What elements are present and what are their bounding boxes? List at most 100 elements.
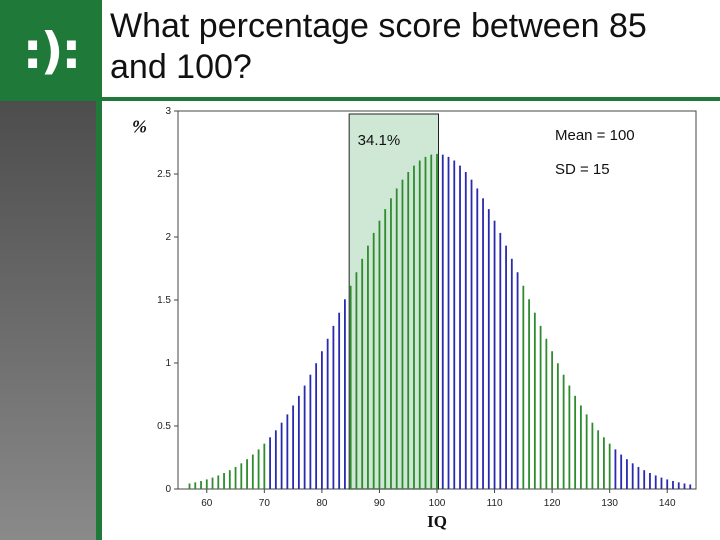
bar-iq-62: [217, 475, 220, 489]
bar-iq-97: [418, 160, 421, 489]
bar-iq-130: [608, 443, 611, 489]
bar-iq-111: [499, 232, 502, 489]
bar-iq-96: [413, 165, 415, 489]
bar-iq-68: [251, 454, 254, 489]
bar-iq-86: [355, 272, 358, 489]
bar-iq-103: [453, 160, 456, 489]
bar-iq-66: [240, 463, 243, 489]
bar-iq-93: [395, 188, 398, 489]
logo: :):: [22, 21, 82, 80]
bar-iq-85: [349, 285, 352, 489]
iq-distribution-chart: 60 70 80 90 100 110 120 130 140 0 0.5 1 1.5 2 2.5 3 34…: [132, 106, 697, 531]
bar-iq-129: [603, 437, 605, 489]
bar-iq-113: [510, 258, 513, 489]
title-band: [102, 0, 720, 99]
y-axis-title: %: [132, 116, 147, 136]
bar-iq-57: [188, 483, 191, 489]
bar-iq-134: [631, 463, 634, 489]
x-tick-label: 70: [259, 498, 271, 509]
bar-iq-135: [637, 466, 640, 489]
bar-iq-61: [211, 477, 214, 489]
bar-iq-121: [556, 363, 559, 489]
bar-iq-87: [361, 258, 364, 489]
bar-iq-143: [683, 483, 686, 489]
bar-iq-80: [320, 351, 323, 489]
bar-iq-132: [620, 454, 623, 489]
bar-iq-59: [200, 481, 202, 489]
x-tick-label: 100: [429, 498, 446, 509]
bar-iq-144: [689, 484, 692, 489]
bar-iq-74: [286, 414, 289, 489]
sd-annotation: SD = 15: [555, 161, 610, 178]
mean-annotation: Mean = 100: [555, 127, 635, 144]
bar-iq-83: [338, 312, 341, 489]
bar-iq-139: [660, 477, 663, 489]
bar-iq-122: [562, 374, 565, 489]
bar-iq-140: [666, 479, 669, 489]
bar-iq-102: [447, 156, 450, 489]
bar-iq-70: [263, 443, 266, 489]
bar-iq-141: [672, 481, 674, 489]
y-tick-label: 2.5: [157, 169, 171, 180]
bar-iq-78: [309, 374, 312, 489]
bar-iq-117: [533, 312, 536, 489]
sidebar-top-band: [0, 0, 102, 101]
bar-iq-67: [246, 459, 248, 489]
bar-iq-126: [585, 414, 588, 489]
bar-iq-98: [424, 156, 427, 489]
y-axis-ticks: 0 0.5 1 1.5 2 2.5 3: [157, 106, 178, 495]
bar-iq-88: [367, 245, 369, 489]
bar-iq-120: [551, 351, 554, 489]
bar-iq-131: [614, 449, 617, 489]
bar-iq-95: [407, 171, 410, 489]
bar-iq-76: [297, 395, 300, 489]
y-tick-label: 0: [165, 484, 171, 495]
bar-iq-75: [292, 405, 295, 489]
y-tick-label: 3: [165, 106, 171, 117]
bar-iq-100: [436, 153, 438, 489]
x-axis-ticks: 60 70 80 90 100 110 120 130 140: [201, 489, 676, 509]
bar-series: [188, 153, 692, 489]
bar-iq-84: [344, 299, 346, 489]
x-tick-label: 140: [659, 498, 676, 509]
bar-iq-69: [257, 449, 260, 489]
highlight-region: [348, 113, 440, 490]
bar-iq-109: [487, 209, 490, 489]
bar-iq-91: [384, 209, 387, 489]
bar-iq-63: [223, 473, 225, 489]
y-tick-label: 1: [165, 358, 171, 369]
bar-iq-65: [234, 466, 237, 489]
bar-iq-124: [574, 395, 577, 489]
bar-iq-71: [269, 437, 271, 489]
slide-title: What percentage score between 85 and 100…: [110, 7, 647, 86]
sidebar-gradient-panel: [0, 101, 96, 540]
bar-iq-105: [464, 171, 467, 489]
x-tick-label: 120: [544, 498, 561, 509]
bar-iq-99: [430, 154, 433, 489]
bar-iq-142: [677, 482, 680, 489]
bar-iq-106: [470, 179, 473, 489]
bar-iq-58: [194, 482, 197, 489]
bar-iq-116: [528, 299, 530, 489]
bar-iq-127: [591, 422, 594, 489]
highlight-label: 34.1%: [358, 132, 401, 149]
bar-iq-112: [505, 245, 507, 489]
bar-iq-138: [654, 475, 657, 489]
bar-iq-114: [516, 272, 519, 489]
bar-iq-110: [493, 220, 496, 489]
bar-iq-128: [597, 430, 600, 489]
bar-iq-123: [568, 385, 571, 489]
y-tick-label: 1.5: [157, 295, 171, 306]
bar-iq-119: [545, 338, 548, 489]
bar-iq-137: [649, 473, 651, 489]
bar-iq-101: [441, 154, 444, 489]
bar-iq-136: [643, 470, 646, 489]
bar-iq-72: [274, 430, 277, 489]
bar-iq-92: [390, 198, 392, 489]
bar-iq-104: [459, 165, 461, 489]
bar-iq-115: [522, 285, 525, 489]
y-tick-label: 2: [165, 232, 171, 243]
bar-iq-73: [280, 422, 283, 489]
x-axis-title: IQ: [427, 512, 447, 531]
sidebar-divider: [96, 101, 102, 540]
